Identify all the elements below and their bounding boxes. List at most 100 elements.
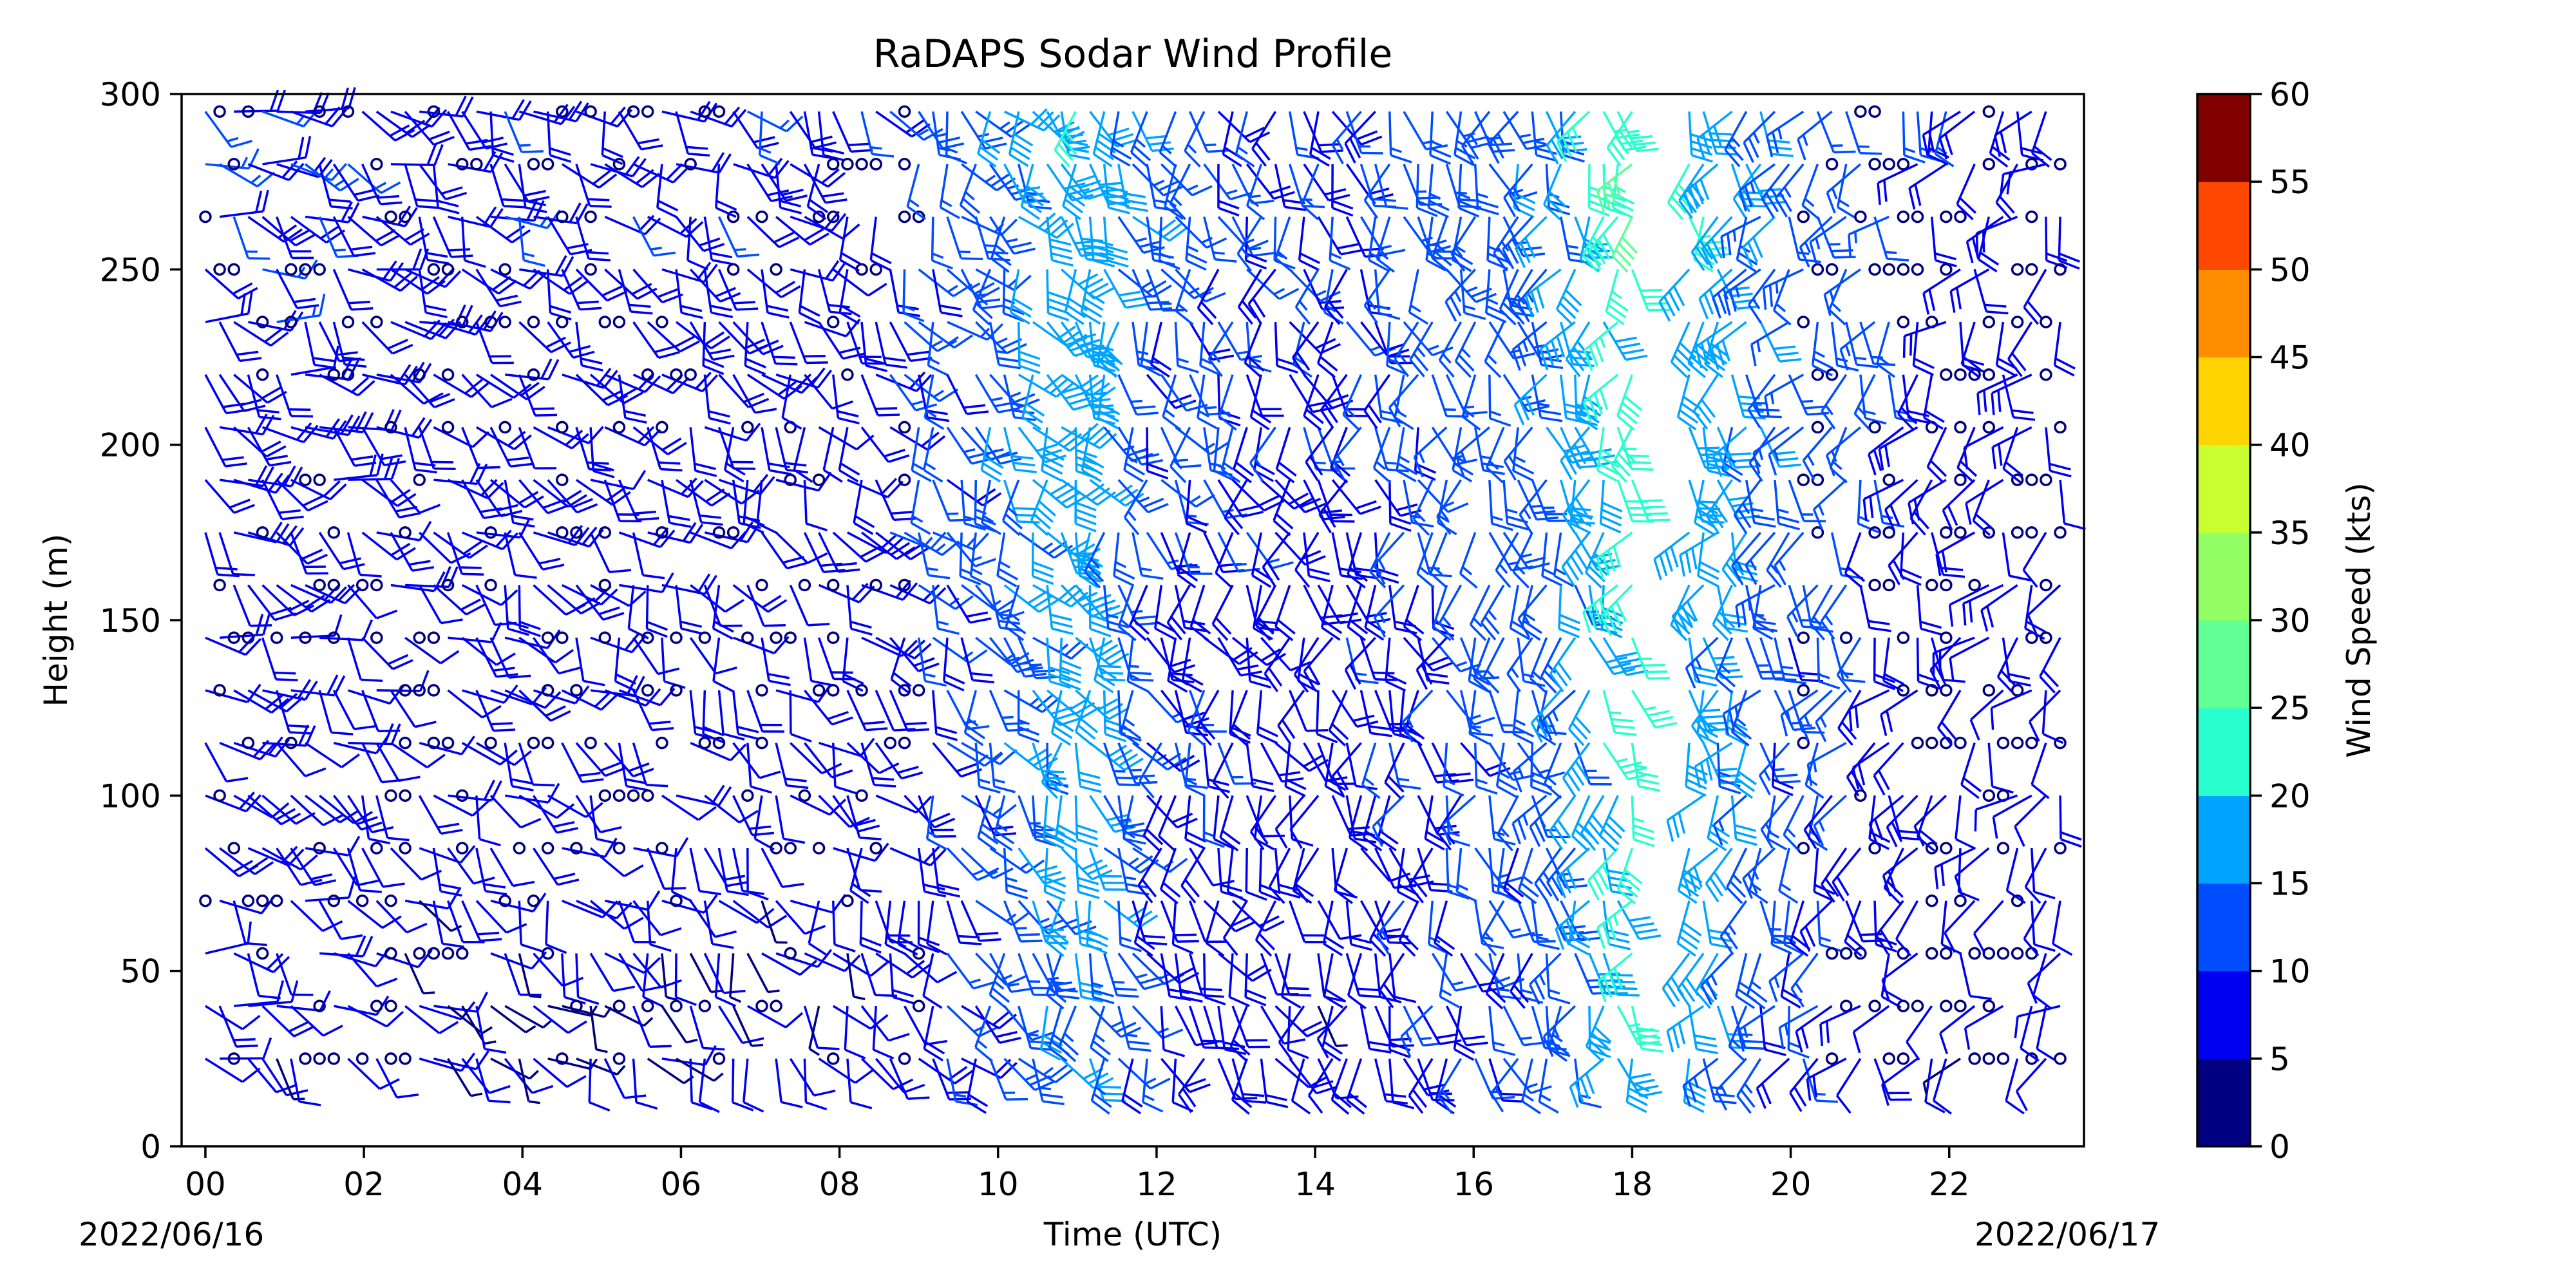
wind-barb-feather bbox=[345, 363, 367, 368]
wind-barb-feather bbox=[913, 643, 932, 659]
wind-barb-feather bbox=[679, 340, 700, 353]
calm-marker bbox=[199, 210, 212, 223]
wind-barb-feather bbox=[289, 731, 312, 735]
wind-barb-feather bbox=[715, 667, 737, 675]
wind-barb bbox=[1061, 478, 1099, 506]
wind-barb bbox=[732, 374, 756, 413]
calm-marker bbox=[441, 736, 455, 750]
wind-barb-feather bbox=[1628, 1023, 1641, 1028]
wind-barb bbox=[475, 1058, 490, 1101]
wind-barb-feather bbox=[784, 777, 807, 782]
wind-barb-feather bbox=[668, 515, 690, 522]
wind-barb bbox=[1046, 900, 1077, 935]
wind-barb-feather bbox=[1613, 914, 1619, 927]
calm-marker bbox=[898, 736, 911, 750]
wind-barb bbox=[204, 111, 232, 148]
wind-barb-feather bbox=[827, 172, 846, 188]
calm-marker bbox=[427, 105, 440, 118]
wind-barb-feather bbox=[1236, 350, 1249, 355]
wind-barb-feather bbox=[865, 550, 886, 563]
wind-barb-feather bbox=[1389, 1037, 1412, 1041]
wind-barb bbox=[822, 427, 835, 471]
wind-barb-feather bbox=[1083, 462, 1103, 476]
wind-barb-feather bbox=[1539, 974, 1546, 986]
wind-barb-feather bbox=[660, 927, 682, 936]
wind-barb-feather bbox=[815, 141, 837, 149]
wind-barb bbox=[790, 900, 833, 914]
wind-barb bbox=[276, 742, 307, 777]
calm-marker bbox=[256, 526, 269, 539]
wind-barb bbox=[433, 794, 473, 817]
wind-barb-feather bbox=[1064, 131, 1074, 141]
wind-barb-feather bbox=[336, 351, 358, 356]
wind-barb-feather bbox=[488, 1099, 511, 1104]
wind-barb bbox=[290, 478, 331, 500]
wind-barb bbox=[518, 110, 562, 126]
wind-barb-feather bbox=[715, 200, 737, 211]
wind-barb-feather bbox=[1314, 290, 1327, 297]
wind-barb-feather bbox=[611, 491, 631, 506]
calm-marker bbox=[527, 736, 540, 750]
wind-barb-feather bbox=[911, 400, 923, 406]
wind-barb-feather bbox=[589, 1101, 611, 1112]
wind-barb bbox=[1074, 900, 1082, 945]
wind-barb-feather bbox=[853, 522, 874, 535]
wind-barb bbox=[304, 794, 341, 824]
wind-barb-feather bbox=[1287, 1048, 1309, 1059]
wind-barb-feather bbox=[783, 837, 806, 844]
wind-barb-feather bbox=[1298, 300, 1308, 311]
wind-barb-feather bbox=[1169, 658, 1191, 668]
wind-barb-feather bbox=[382, 915, 402, 929]
wind-barb bbox=[575, 742, 607, 777]
wind-barb bbox=[375, 900, 408, 934]
wind-barb-feather bbox=[1077, 884, 1100, 893]
wind-barb-feather bbox=[775, 362, 798, 366]
wind-barb-feather bbox=[1043, 455, 1064, 468]
wind-barb-feather bbox=[744, 365, 766, 375]
wind-barb-feather bbox=[245, 638, 262, 656]
wind-barb-feather bbox=[484, 1048, 507, 1054]
wind-barb-feather bbox=[262, 1037, 272, 1059]
calm-marker bbox=[570, 526, 583, 539]
wind-barb bbox=[832, 268, 869, 297]
wind-barb-feather bbox=[1052, 259, 1074, 267]
wind-barb-feather bbox=[1081, 311, 1101, 325]
wind-barb bbox=[332, 321, 346, 365]
wind-barb-feather bbox=[939, 304, 961, 311]
wind-barb-feather bbox=[770, 195, 793, 202]
wind-barb-feather bbox=[872, 153, 895, 158]
wind-barb-feather bbox=[1265, 1094, 1287, 1101]
wind-barb-feather bbox=[904, 721, 927, 726]
wind-barb-feather bbox=[994, 980, 1005, 990]
wind-barb bbox=[717, 216, 739, 258]
calm-marker bbox=[612, 1052, 626, 1065]
calm-marker bbox=[612, 158, 626, 171]
wind-barb bbox=[419, 110, 464, 118]
wind-barb bbox=[347, 584, 378, 620]
calm-marker bbox=[869, 263, 882, 276]
wind-barb bbox=[1039, 1005, 1048, 1050]
wind-barb-feather bbox=[710, 305, 732, 312]
wind-barb-feather bbox=[1546, 776, 1557, 786]
wind-barb-feather bbox=[1307, 1094, 1323, 1114]
wind-barb-feather bbox=[1085, 392, 1108, 397]
wind-barb-feather bbox=[982, 462, 1003, 476]
wind-barb-feather bbox=[1004, 721, 1027, 726]
wind-barb-feather bbox=[414, 721, 437, 728]
calm-marker bbox=[770, 842, 782, 855]
wind-barb-feather bbox=[1013, 462, 1036, 467]
wind-barb-feather bbox=[1041, 469, 1063, 482]
wind-barb-feather bbox=[598, 173, 618, 189]
wind-barb bbox=[404, 268, 446, 289]
wind-barb-feather bbox=[431, 109, 448, 128]
wind-barb-feather bbox=[1187, 144, 1197, 154]
wind-barb-feather bbox=[1302, 205, 1325, 209]
wind-barb bbox=[889, 953, 895, 998]
wind-barb bbox=[1003, 742, 1040, 771]
wind-barb-feather bbox=[1049, 680, 1072, 689]
wind-barb-feather bbox=[822, 192, 844, 198]
wind-barb-feather bbox=[924, 417, 945, 430]
wind-barb-feather bbox=[994, 244, 1006, 254]
wind-barb-feather bbox=[817, 369, 833, 388]
